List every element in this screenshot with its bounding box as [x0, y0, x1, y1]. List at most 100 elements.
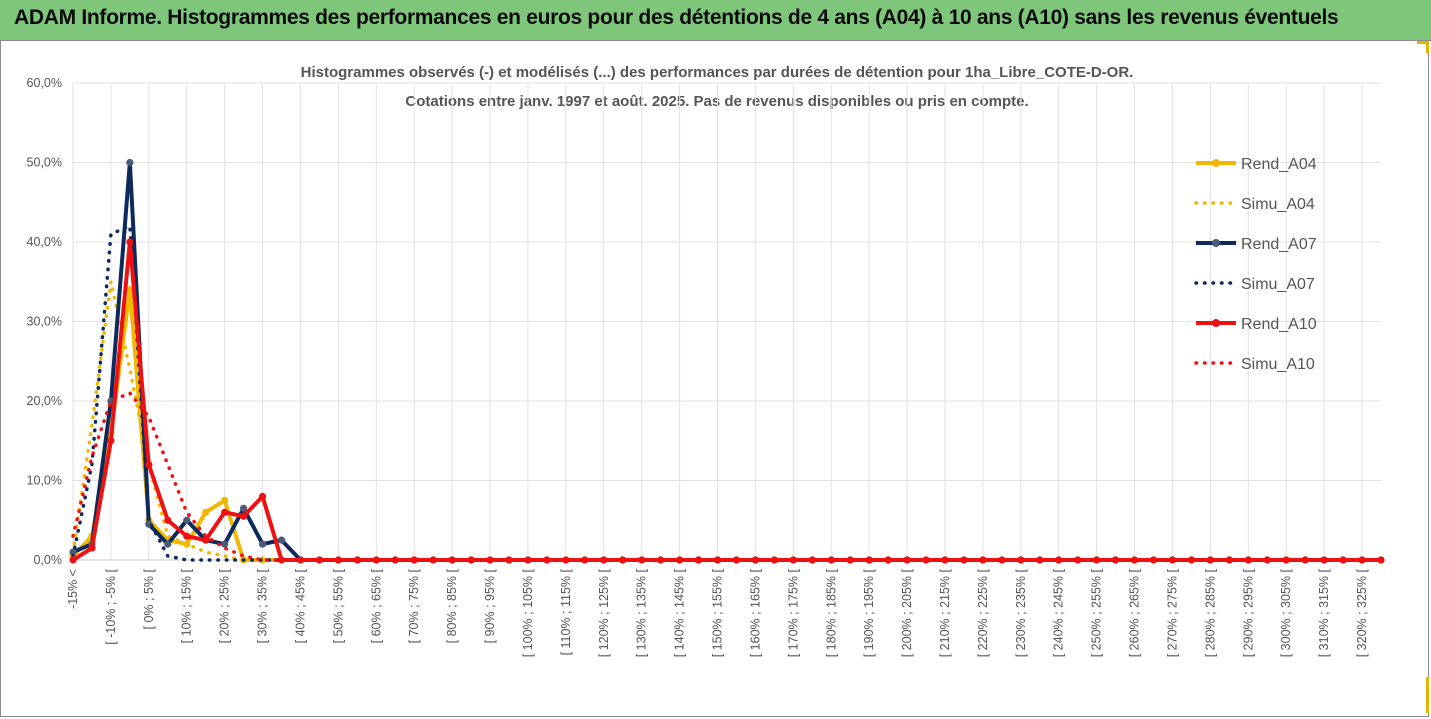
- x-tick-label: [ 270% ; 275% [: [1165, 568, 1179, 657]
- x-tick-label: [ 100% ; 105% [: [521, 568, 535, 657]
- x-tick-label: [ 70% ; 75% [: [407, 568, 421, 643]
- series-line-simu_a07: [71, 224, 1383, 562]
- x-tick-label: [ 200% ; 205% [: [900, 568, 914, 657]
- x-tick-label: [ 10% ; 15% [: [180, 568, 194, 643]
- x-tick-label: [ 0% ; 5% [: [142, 568, 156, 629]
- x-tick-label: [ 210% ; 215% [: [938, 568, 952, 657]
- chart-area: Histogrammes observés (-) et modélisés (…: [0, 40, 1429, 717]
- y-tick-label: 10,0%: [27, 474, 62, 488]
- data-point-rend_a10: [1093, 556, 1101, 564]
- y-tick-label: 0,0%: [34, 553, 63, 567]
- data-point-rend_a10: [1074, 556, 1082, 564]
- data-point-rend_a10: [1017, 556, 1025, 564]
- frame-corner-mark: [1417, 41, 1429, 44]
- data-point-rend_a10: [1244, 556, 1252, 564]
- x-tick-label: [ 160% ; 165% [: [748, 568, 762, 657]
- legend-label-simu_a07: Simu_A07: [1241, 276, 1315, 293]
- data-point-rend_a10: [922, 556, 930, 564]
- data-point-rend_a10: [88, 544, 96, 552]
- data-point-rend_a07: [277, 536, 286, 544]
- data-point-rend_a10: [221, 508, 229, 516]
- data-point-rend_a10: [770, 556, 778, 564]
- legend-label-simu_a04: Simu_A04: [1241, 196, 1315, 213]
- x-tick-label: [ 300% ; 305% [: [1279, 568, 1293, 657]
- data-point-rend_a10: [410, 556, 418, 564]
- report-title: ADAM Informe. Histogrammes des performan…: [14, 6, 1339, 29]
- x-tick-label: [ 240% ; 245% [: [1052, 568, 1066, 657]
- x-tick-label: [ 60% ; 65% [: [369, 568, 383, 643]
- data-point-rend_a10: [353, 556, 361, 564]
- data-point-rend_a10: [183, 532, 191, 540]
- legend-marker-rend_a10: [1212, 319, 1220, 327]
- x-tick-label: [ 180% ; 185% [: [824, 568, 838, 657]
- data-point-rend_a07: [183, 516, 191, 524]
- legend: Rend_A04 Simu_A04 Rend_A07 Simu_A07 Rend_A10…: [1194, 156, 1317, 373]
- data-point-rend_a10: [107, 437, 115, 445]
- series-line-rend_a07: [71, 160, 1383, 562]
- legend-marker-rend_a07: [1212, 239, 1220, 247]
- data-point-rend_a10: [676, 556, 684, 564]
- x-tick-label: [ 130% ; 135% [: [635, 568, 649, 657]
- y-tick-label: 60,0%: [27, 76, 62, 90]
- x-tick-label: [ 50% ; 55% [: [331, 568, 345, 643]
- x-tick-label: [ -10% ; -5% [: [104, 568, 118, 644]
- x-tick-label: [ 30% ; 35% [: [256, 568, 270, 643]
- x-tick-label: [ 290% ; 295% [: [1241, 568, 1255, 657]
- x-tick-label: [ 140% ; 145% [: [673, 568, 687, 657]
- data-point-rend_a10: [486, 556, 494, 564]
- data-point-rend_a10: [69, 556, 77, 564]
- legend-marker-rend_a04: [1212, 159, 1220, 167]
- y-tick-label: 20,0%: [27, 394, 62, 408]
- x-tick-label: [ 220% ; 225% [: [976, 568, 990, 657]
- data-point-rend_a07: [240, 504, 248, 512]
- data-point-rend_a10: [145, 461, 153, 469]
- x-axis-ticks: -15% < [ -10% ; -5% [[ 0% ; 5% [[ 10% ; 1…: [66, 568, 1369, 657]
- series-line-simu_a10: [71, 391, 1383, 562]
- x-tick-label: [ 250% ; 255% [: [1090, 568, 1104, 657]
- legend-label-rend_a07: Rend_A07: [1241, 236, 1317, 253]
- data-point-rend_a10: [998, 556, 1006, 564]
- x-tick-label: [ 230% ; 235% [: [1014, 568, 1028, 657]
- frame-corner-mark: [1426, 41, 1429, 53]
- x-tick-label: [ 150% ; 155% [: [711, 568, 725, 657]
- x-tick-label: [ 320% ; 325% [: [1355, 568, 1369, 657]
- data-point-rend_a10: [732, 556, 741, 564]
- data-point-rend_a10: [827, 556, 835, 564]
- data-point-rend_a10: [202, 536, 210, 544]
- data-point-rend_a10: [1225, 556, 1233, 564]
- data-point-rend_a10: [126, 238, 134, 246]
- frame-corner-mark: [1426, 677, 1429, 713]
- data-point-rend_a10: [164, 516, 172, 524]
- data-point-rend_a10: [1149, 556, 1158, 564]
- data-point-rend_a10: [600, 556, 608, 564]
- legend-label-simu_a10: Simu_A10: [1241, 356, 1315, 373]
- x-tick-label: [ 110% ; 115% [: [559, 568, 573, 655]
- chart-title-line-2: Cotations entre janv. 1997 et août. 2025…: [405, 93, 1028, 110]
- series-lines: [69, 158, 1385, 564]
- data-point-rend_a04: [126, 286, 134, 294]
- data-point-rend_a10: [429, 556, 437, 564]
- x-tick-label: [ 90% ; 95% [: [483, 568, 497, 643]
- data-point-rend_a07: [69, 548, 77, 556]
- data-point-rend_a10: [903, 556, 911, 564]
- x-tick-label: [ 190% ; 195% [: [862, 568, 876, 657]
- data-point-rend_a07: [258, 540, 267, 548]
- y-tick-label: 50,0%: [27, 156, 62, 170]
- data-point-rend_a07: [126, 158, 134, 167]
- data-point-rend_a10: [1339, 556, 1347, 564]
- data-point-rend_a10: [334, 556, 342, 564]
- data-point-rend_a10: [1263, 556, 1271, 564]
- data-point-rend_a04: [202, 508, 210, 516]
- data-point-rend_a10: [258, 492, 267, 500]
- data-point-rend_a07: [221, 540, 229, 548]
- legend-label-rend_a04: Rend_A04: [1241, 156, 1317, 173]
- y-tick-label: 40,0%: [27, 235, 62, 249]
- data-point-rend_a10: [846, 556, 854, 564]
- x-tick-label: [ 280% ; 285% [: [1203, 568, 1217, 657]
- data-point-rend_a10: [979, 556, 987, 564]
- gridlines: [72, 82, 1381, 561]
- data-point-rend_a07: [164, 540, 172, 548]
- x-tick-label: [ 310% ; 315% [: [1317, 568, 1331, 657]
- data-point-rend_a10: [277, 556, 286, 564]
- report-banner: ADAM Informe. Histogrammes des performan…: [0, 0, 1431, 41]
